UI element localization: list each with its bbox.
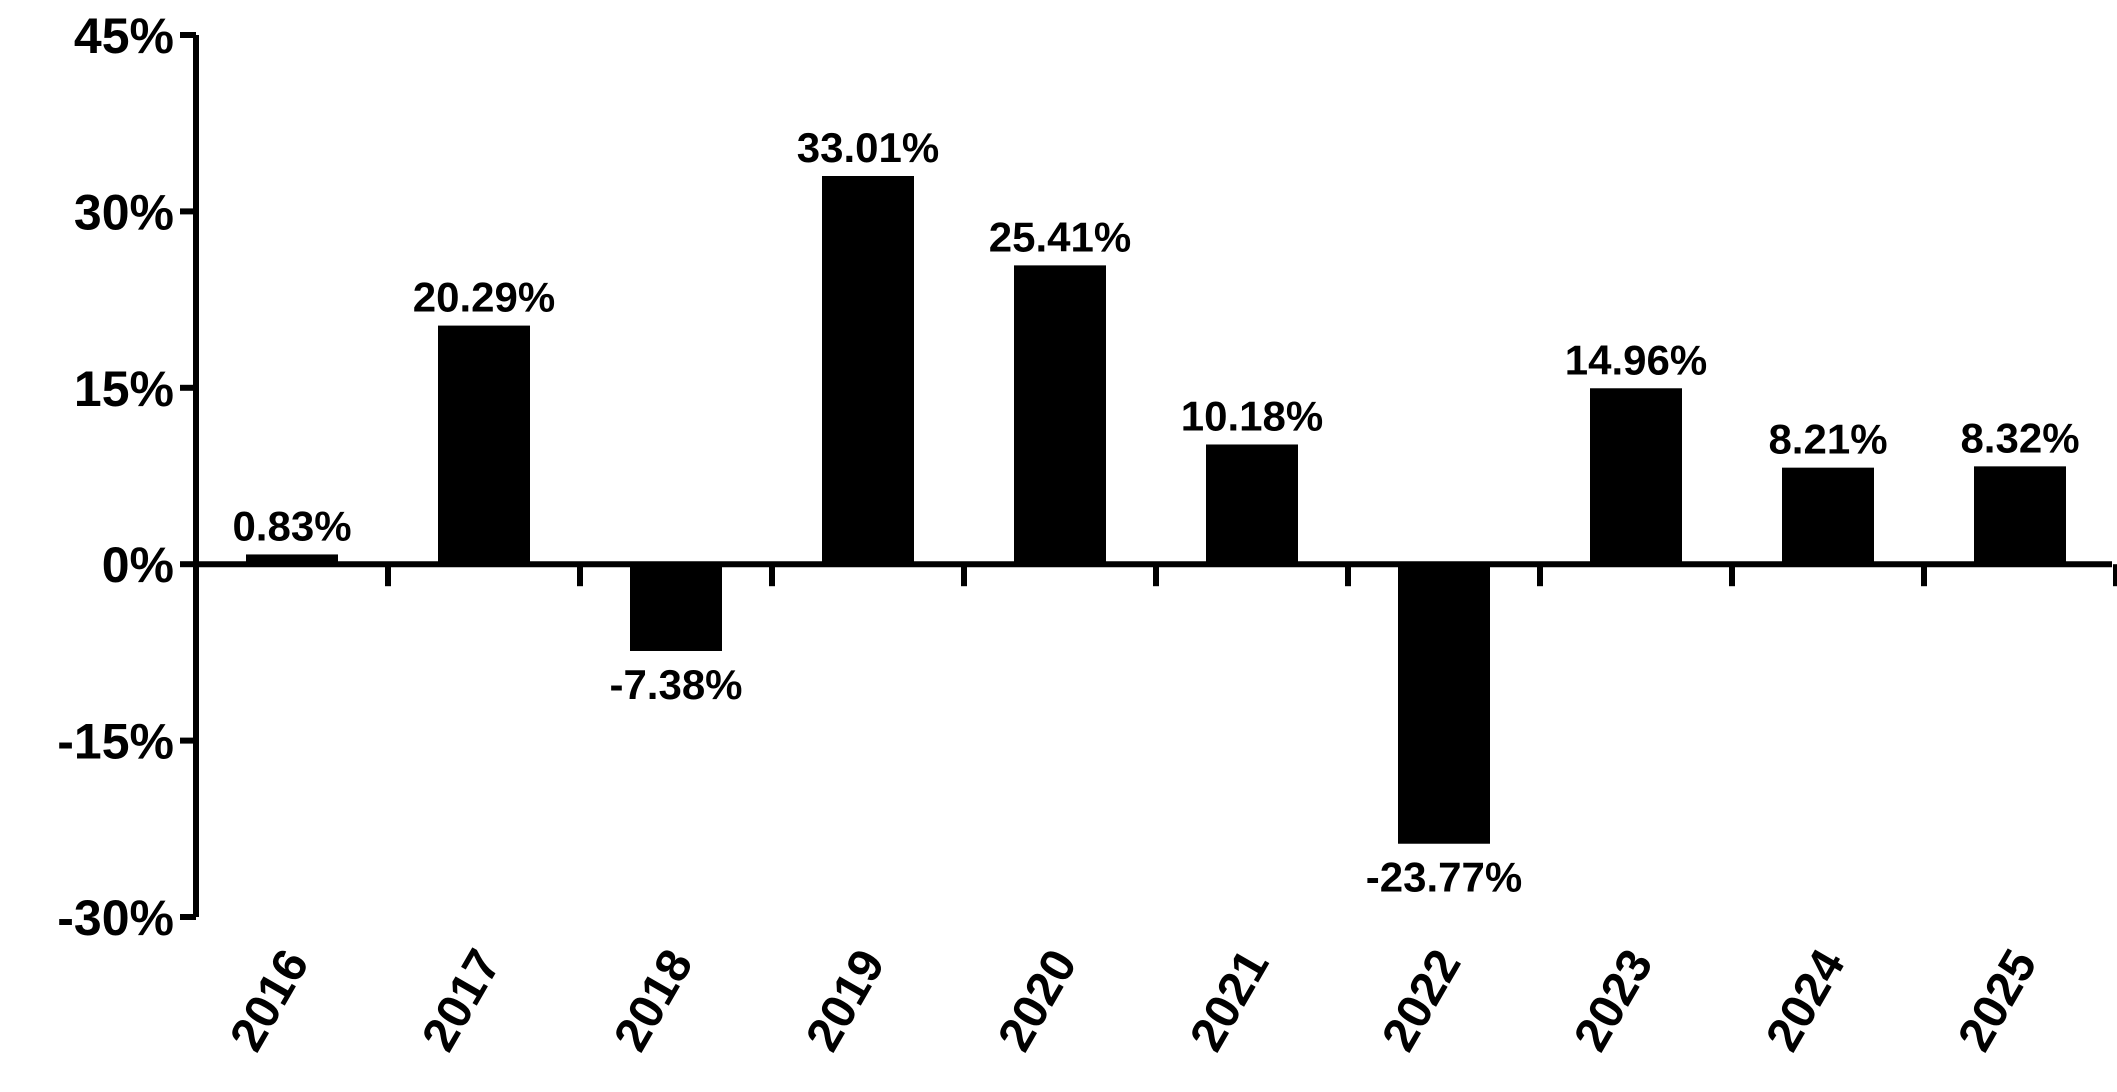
y-tick-label: 30% [74, 184, 174, 240]
data-label-2025: 8.32% [1960, 414, 2079, 461]
category-label-2021: 2021 [1180, 941, 1279, 1060]
category-label-2019: 2019 [796, 941, 895, 1060]
category-label-2017: 2017 [412, 941, 511, 1060]
category-labels-layer: 2016 2017 2018 2019 2020 2021 2022 2023 2024 2025 [220, 941, 2047, 1060]
category-label-2016: 2016 [220, 941, 319, 1060]
bar-2018 [630, 564, 722, 651]
data-label-2024: 8.21% [1768, 416, 1887, 463]
bar-2021 [1206, 444, 1298, 565]
data-label-2021: 10.18% [1181, 392, 1323, 439]
bar-2020 [1014, 265, 1106, 565]
category-label-2020: 2020 [988, 941, 1087, 1060]
category-label-2022: 2022 [1372, 941, 1471, 1060]
bar-2019 [822, 176, 914, 565]
category-label-2025: 2025 [1948, 941, 2047, 1060]
category-label-2023: 2023 [1564, 941, 1663, 1060]
y-tick-label: 45% [74, 8, 174, 64]
x-ticks-layer [385, 564, 2117, 587]
data-label-2020: 25.41% [989, 213, 1131, 260]
y-tick-label: 15% [74, 361, 174, 417]
bars-layer [246, 176, 2066, 844]
data-label-2022: -23.77% [1366, 854, 1522, 901]
y-tick-label: -15% [57, 714, 174, 770]
data-label-2017: 20.29% [413, 274, 555, 321]
bar-2017 [438, 325, 530, 565]
category-label-2024: 2024 [1756, 941, 1855, 1060]
data-label-2016: 0.83% [232, 502, 351, 549]
category-label-2018: 2018 [604, 941, 703, 1060]
data-label-2019: 33.01% [797, 124, 939, 171]
y-ticks-layer: 45% 30% 15% 0% -15% -30% [57, 8, 196, 946]
bar-2022 [1398, 564, 1490, 844]
data-label-2018: -7.38% [609, 661, 742, 708]
bar-2016 [246, 554, 338, 565]
bar-2023 [1590, 388, 1682, 565]
data-labels-layer: 0.83% 20.29% -7.38% 33.01% 25.41% 10.18% -23.7… [232, 124, 2079, 901]
data-label-2023: 14.96% [1565, 336, 1707, 383]
bar-2025 [1974, 466, 2066, 565]
y-tick-label: -30% [57, 890, 174, 946]
y-tick-label: 0% [102, 537, 174, 593]
bar-2024 [1782, 467, 1874, 565]
